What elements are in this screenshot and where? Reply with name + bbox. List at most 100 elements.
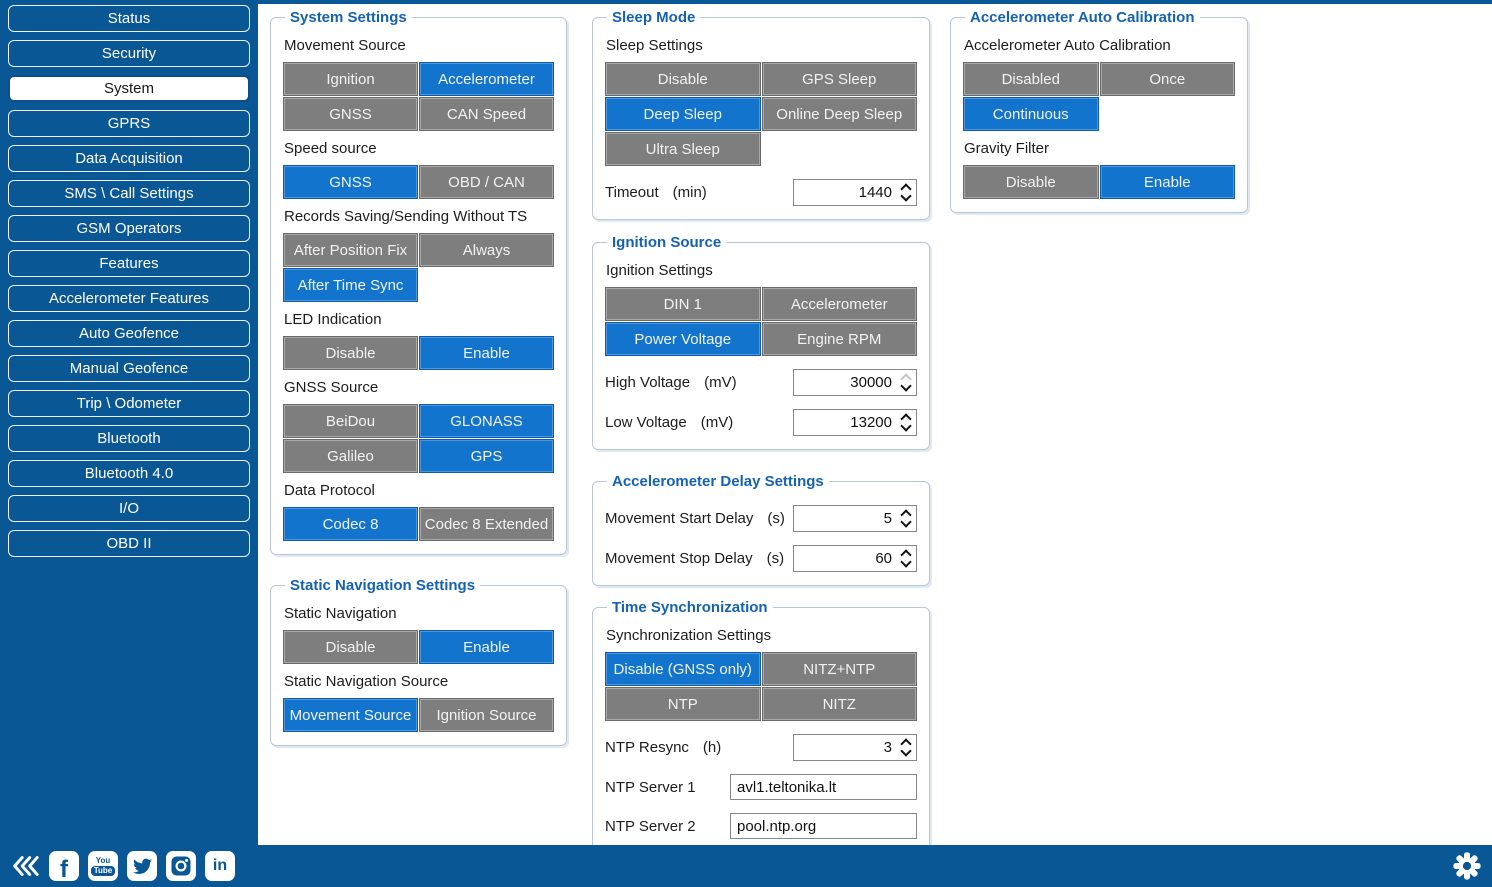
- option-gps-sleep[interactable]: GPS Sleep: [762, 63, 916, 95]
- panel-sleep-mode: Sleep Mode Sleep Settings Disable GPS Sleep…: [592, 9, 930, 220]
- high-voltage-value: 30000: [850, 374, 892, 391]
- field-label-data-protocol: Data Protocol: [284, 482, 375, 499]
- ntp-resync-value: 3: [883, 739, 892, 756]
- option-accelerometer[interactable]: Accelerometer: [420, 63, 553, 95]
- top-accent-strip: [258, 0, 1492, 4]
- option-group: Disabled Once Continuous: [963, 62, 1235, 131]
- option-movement-source[interactable]: Movement Source: [284, 699, 417, 731]
- option-glonass[interactable]: GLONASS: [420, 405, 553, 437]
- sidebar-item-system[interactable]: System: [8, 75, 250, 102]
- option-enable[interactable]: Enable: [420, 631, 553, 663]
- option-group: Disable (GNSS only) NITZ+NTP NTP NITZ: [605, 652, 917, 721]
- option-disable[interactable]: Disable: [606, 63, 760, 95]
- spin-down-icon[interactable]: [899, 420, 912, 432]
- option-ignition[interactable]: Ignition: [284, 63, 417, 95]
- sidebar-item-features[interactable]: Features: [8, 250, 250, 277]
- ntp-server-1-input[interactable]: [730, 774, 917, 800]
- option-continuous[interactable]: Continuous: [964, 98, 1098, 130]
- panel-title: System Settings: [290, 9, 407, 26]
- high-voltage-spinner[interactable]: 30000: [793, 369, 917, 396]
- option-din-1[interactable]: DIN 1: [606, 288, 760, 320]
- option-disable[interactable]: Disable: [964, 166, 1098, 198]
- sidebar-item-accelerometer-features[interactable]: Accelerometer Features: [8, 285, 250, 312]
- panel-time-synchronization: Time Synchronization Synchronization Sett…: [592, 599, 930, 853]
- facebook-icon[interactable]: f: [49, 851, 79, 883]
- youtube-icon[interactable]: You Tube: [88, 851, 118, 881]
- option-enable[interactable]: Enable: [420, 337, 553, 369]
- collapse-sidebar-icon[interactable]: [10, 851, 40, 881]
- panel-system-settings: System Settings Movement Source Ignition Ac…: [270, 9, 567, 555]
- option-once[interactable]: Once: [1100, 63, 1234, 95]
- sidebar-item-status[interactable]: Status: [8, 5, 250, 32]
- sidebar-item-obd-ii[interactable]: OBD II: [8, 530, 250, 557]
- field-label-gnss-source: GNSS Source: [284, 379, 379, 396]
- option-after-position-fix[interactable]: After Position Fix: [284, 234, 417, 266]
- ntp-server-2-input[interactable]: [730, 813, 917, 839]
- option-disabled[interactable]: Disabled: [964, 63, 1098, 95]
- movement-start-delay-label: Movement Start Delay: [605, 510, 754, 527]
- option-disable-gnss-only[interactable]: Disable (GNSS only): [606, 653, 760, 685]
- bottom-bar: f You Tube in: [0, 845, 1492, 887]
- panel-title: Accelerometer Auto Calibration: [970, 9, 1195, 26]
- movement-stop-delay-spinner[interactable]: 60: [793, 545, 917, 572]
- option-disable[interactable]: Disable: [284, 337, 417, 369]
- option-engine-rpm[interactable]: Engine RPM: [762, 323, 916, 355]
- spin-down-icon[interactable]: [899, 556, 912, 568]
- option-deep-sleep[interactable]: Deep Sleep: [606, 98, 760, 130]
- spin-down-icon[interactable]: [899, 745, 912, 757]
- option-nitz-ntp[interactable]: NITZ+NTP: [762, 653, 916, 685]
- option-enable[interactable]: Enable: [1100, 166, 1234, 198]
- sidebar-item-gprs[interactable]: GPRS: [8, 110, 250, 137]
- option-online-deep-sleep[interactable]: Online Deep Sleep: [762, 98, 916, 130]
- option-ntp[interactable]: NTP: [606, 688, 760, 720]
- option-power-voltage[interactable]: Power Voltage: [606, 323, 760, 355]
- low-voltage-spinner[interactable]: 13200: [793, 409, 917, 436]
- ntp-resync-label: NTP Resync: [605, 739, 689, 756]
- option-galileo[interactable]: Galileo: [284, 440, 417, 472]
- sidebar-item-manual-geofence[interactable]: Manual Geofence: [8, 355, 250, 382]
- spin-down-icon[interactable]: [899, 516, 912, 528]
- option-codec-8[interactable]: Codec 8: [284, 508, 417, 540]
- sidebar-item-trip-odometer[interactable]: Trip \ Odometer: [8, 390, 250, 417]
- sidebar-item-gsm-operators[interactable]: GSM Operators: [8, 215, 250, 242]
- option-gnss[interactable]: GNSS: [284, 98, 417, 130]
- sidebar-item-bluetooth-4-0[interactable]: Bluetooth 4.0: [8, 460, 250, 487]
- option-disable[interactable]: Disable: [284, 631, 417, 663]
- sidebar-item-sms-call-settings[interactable]: SMS \ Call Settings: [8, 180, 250, 207]
- option-accelerometer[interactable]: Accelerometer: [762, 288, 916, 320]
- sidebar-item-data-acquisition[interactable]: Data Acquisition: [8, 145, 250, 172]
- option-group: BeiDou GLONASS Galileo GPS: [283, 404, 554, 473]
- twitter-icon[interactable]: [127, 851, 157, 881]
- linkedin-icon[interactable]: in: [205, 851, 235, 881]
- option-beidou[interactable]: BeiDou: [284, 405, 417, 437]
- ntp-resync-spinner[interactable]: 3: [793, 734, 917, 761]
- movement-stop-delay-unit: (s): [766, 550, 785, 567]
- option-ultra-sleep[interactable]: Ultra Sleep: [606, 133, 760, 165]
- column-right: Accelerometer Auto Calibration Accelerome…: [950, 9, 1248, 213]
- instagram-icon[interactable]: [166, 851, 196, 881]
- low-voltage-label: Low Voltage: [605, 414, 687, 431]
- option-obd-can[interactable]: OBD / CAN: [420, 166, 553, 198]
- sidebar-item-i-o[interactable]: I/O: [8, 495, 250, 522]
- option-gnss[interactable]: GNSS: [284, 166, 417, 198]
- option-gps[interactable]: GPS: [420, 440, 553, 472]
- option-always[interactable]: Always: [420, 234, 553, 266]
- option-can-speed[interactable]: CAN Speed: [420, 98, 553, 130]
- option-group: After Position Fix Always After Time Sync: [283, 233, 554, 302]
- option-ignition-source[interactable]: Ignition Source: [420, 699, 553, 731]
- field-label-speed-source: Speed source: [284, 140, 377, 157]
- spin-down-icon[interactable]: [899, 190, 912, 202]
- sidebar-item-security[interactable]: Security: [8, 40, 250, 67]
- field-label-gravity-filter: Gravity Filter: [964, 140, 1050, 157]
- field-label-movement-source: Movement Source: [284, 37, 406, 54]
- option-after-time-sync[interactable]: After Time Sync: [284, 269, 417, 301]
- timeout-spinner[interactable]: 1440: [793, 179, 917, 206]
- sidebar-item-bluetooth[interactable]: Bluetooth: [8, 425, 250, 452]
- spin-down-icon[interactable]: [899, 380, 912, 392]
- sidebar-item-auto-geofence[interactable]: Auto Geofence: [8, 320, 250, 347]
- movement-start-delay-spinner[interactable]: 5: [793, 505, 917, 532]
- option-codec-8-extended[interactable]: Codec 8 Extended: [420, 508, 553, 540]
- settings-gear-icon[interactable]: [1452, 851, 1482, 881]
- field-label-led-indication: LED Indication: [284, 311, 382, 328]
- option-nitz[interactable]: NITZ: [762, 688, 916, 720]
